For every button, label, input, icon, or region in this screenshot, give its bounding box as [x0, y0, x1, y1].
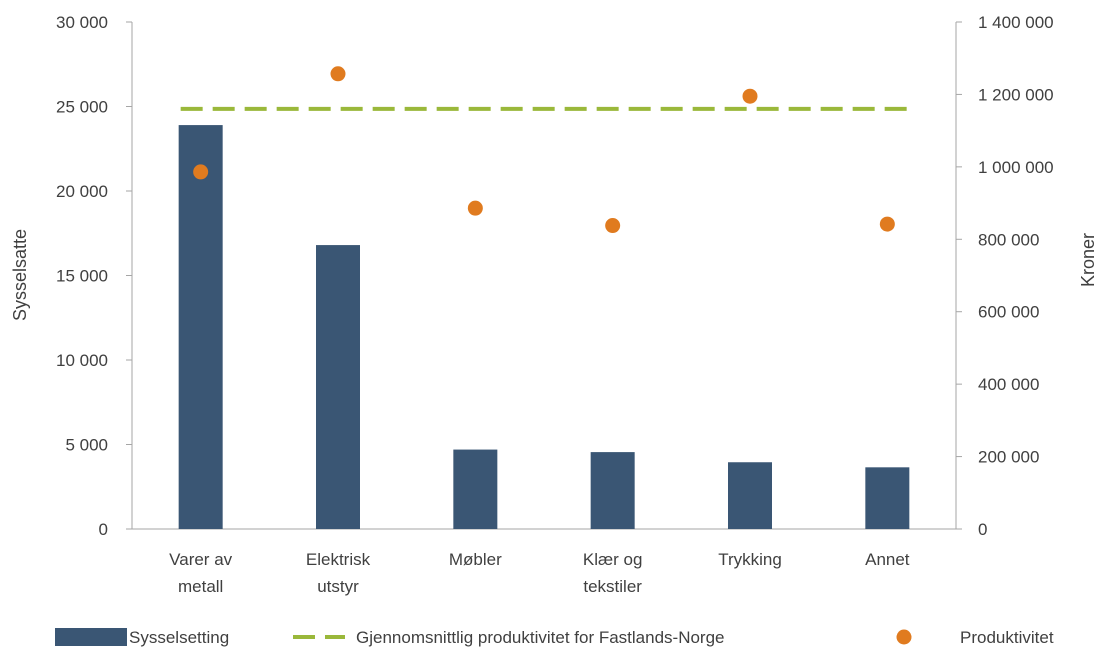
- right-tick-label: 1 000 000: [978, 158, 1054, 177]
- legend: Sysselsetting Gjennomsnittlig produktivit…: [55, 628, 1054, 647]
- category-label: Møbler: [449, 550, 502, 569]
- data-point: [605, 218, 621, 234]
- right-axis-title: Kroner: [1078, 233, 1098, 287]
- right-tick-label: 400 000: [978, 375, 1039, 394]
- category-label: Klær og: [583, 550, 643, 569]
- category-label: Elektrisk: [306, 550, 371, 569]
- right-tick-label: 0: [978, 520, 987, 539]
- data-point: [193, 164, 209, 180]
- data-point: [330, 66, 346, 82]
- right-tick-label: 600 000: [978, 303, 1039, 322]
- right-tick-label: 800 000: [978, 230, 1039, 249]
- legend-label-average: Gjennomsnittlig produktivitet for Fastla…: [356, 628, 725, 647]
- legend-swatch-sysselsetting: [55, 628, 127, 646]
- legend-swatch-produktivitet: [896, 629, 912, 645]
- category-label: Varer av: [169, 550, 232, 569]
- bar: [590, 452, 635, 529]
- legend-label-sysselsetting: Sysselsetting: [129, 628, 229, 647]
- left-tick-label: 25 000: [56, 98, 108, 117]
- bar: [865, 467, 910, 529]
- left-tick-label: 5 000: [65, 436, 108, 455]
- x-axis: Varer av metall Elektrisk utstyr Møbler Klær …: [132, 528, 956, 596]
- legend-label-produktivitet: Produktivitet: [960, 628, 1054, 647]
- data-point: [467, 200, 483, 216]
- left-y-axis: 0 5 000 10 000 15 000 20 000 25 000 30 000: [56, 13, 133, 539]
- left-tick-label: 0: [99, 520, 108, 539]
- category-label: Trykking: [718, 550, 782, 569]
- category-label: Annet: [865, 550, 910, 569]
- right-tick-label: 200 000: [978, 448, 1039, 467]
- data-point: [742, 88, 758, 104]
- data-point: [879, 216, 895, 232]
- bar: [178, 125, 223, 529]
- left-tick-label: 15 000: [56, 267, 108, 286]
- left-tick-label: 10 000: [56, 351, 108, 370]
- left-axis-title: Sysselsatte: [10, 229, 30, 321]
- right-y-axis: 0 200 000 400 000 600 000 800 000 1 000 000 1 …: [955, 13, 1054, 539]
- category-label: tekstiler: [583, 577, 642, 596]
- right-tick-label: 1 400 000: [978, 13, 1054, 32]
- right-tick-label: 1 200 000: [978, 85, 1054, 104]
- category-label: metall: [178, 577, 223, 596]
- category-label: utstyr: [317, 577, 359, 596]
- left-tick-label: 30 000: [56, 13, 108, 32]
- scatter-series: [193, 66, 895, 234]
- bar: [728, 462, 772, 529]
- bar-series: [178, 125, 910, 529]
- left-tick-label: 20 000: [56, 182, 108, 201]
- bar: [453, 449, 498, 529]
- bar: [316, 245, 360, 529]
